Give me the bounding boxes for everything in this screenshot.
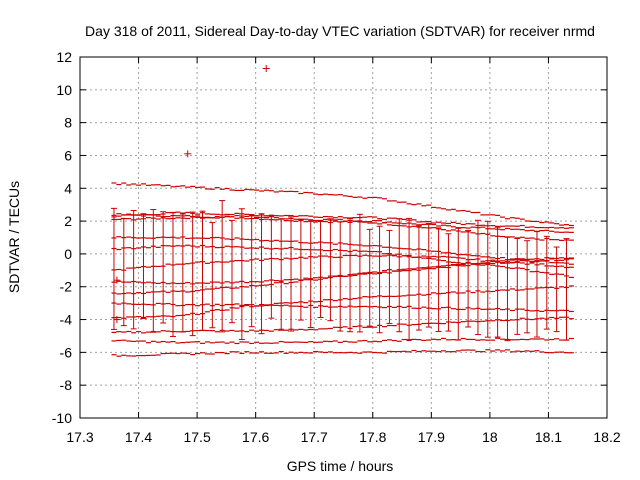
y-tick-label: 10 — [56, 82, 72, 98]
data-marks — [110, 64, 574, 357]
x-tick-label: 17.4 — [125, 429, 152, 445]
x-tick-label: 18.1 — [535, 429, 562, 445]
y-tick-label: -8 — [60, 377, 73, 393]
y-tick-label: -10 — [52, 410, 72, 426]
outlier-point — [184, 150, 192, 158]
y-tick-label: -6 — [60, 344, 73, 360]
y-tick-label: 8 — [64, 115, 72, 131]
y-axis-label: SDTVAR / TECUs — [6, 181, 22, 293]
plot-frame — [79, 56, 608, 419]
y-tick-label: 4 — [64, 180, 72, 196]
x-tick-label: 17.7 — [301, 429, 328, 445]
y-tick-label: 0 — [64, 246, 72, 262]
x-tick-label: 17.3 — [66, 429, 93, 445]
x-tick-label: 17.9 — [418, 429, 445, 445]
y-tick-label: -2 — [60, 279, 73, 295]
x-tick-label: 18 — [482, 429, 498, 445]
outlier-point — [113, 316, 121, 324]
outlier-point — [113, 276, 121, 284]
y-tick-label: -4 — [60, 312, 73, 328]
outlier-point — [262, 64, 270, 72]
x-tick-label: 18.2 — [593, 429, 620, 445]
axis-ticks: 17.3 17.4 17.5 17.6 17.7 17.8 17.9 18 18.1 18.2 -1… — [52, 49, 621, 445]
y-tick-label: 2 — [64, 213, 72, 229]
y-tick-label: 6 — [64, 147, 72, 163]
chart-title: Day 318 of 2011, Sidereal Day-to-day VTE… — [85, 23, 595, 39]
x-tick-label: 17.8 — [359, 429, 386, 445]
x-axis-label: GPS time / hours — [287, 458, 394, 474]
y-tick-label: 12 — [56, 49, 72, 65]
x-tick-label: 17.6 — [242, 429, 269, 445]
x-tick-label: 17.5 — [183, 429, 210, 445]
